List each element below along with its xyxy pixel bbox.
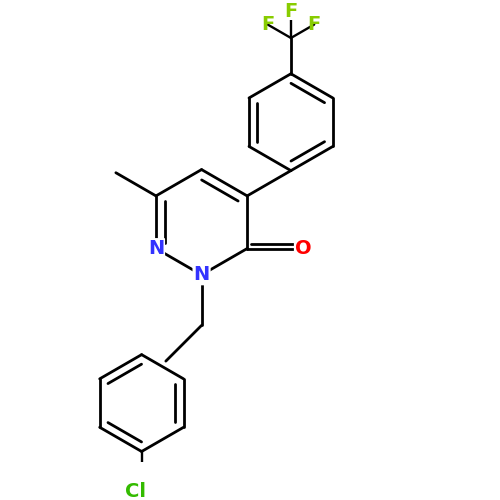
Text: N: N xyxy=(148,239,164,258)
Text: F: F xyxy=(284,2,298,20)
Text: F: F xyxy=(261,15,274,34)
Text: Cl: Cl xyxy=(125,482,146,500)
Text: F: F xyxy=(308,15,321,34)
Text: N: N xyxy=(194,266,210,284)
Text: O: O xyxy=(295,239,312,258)
